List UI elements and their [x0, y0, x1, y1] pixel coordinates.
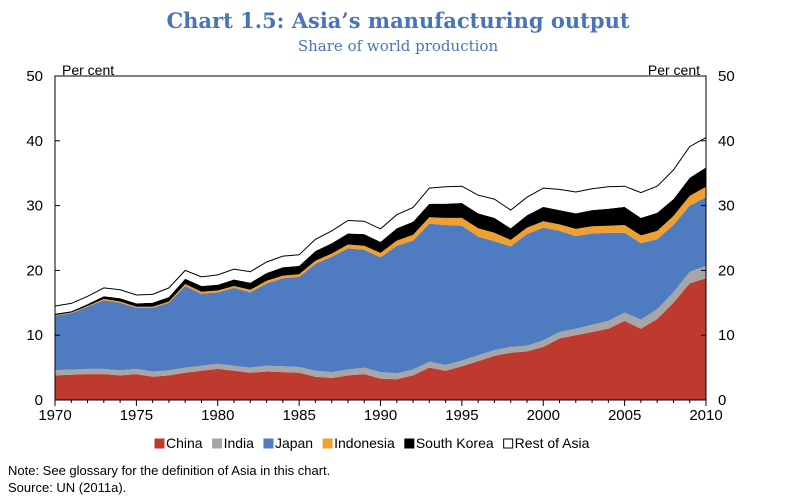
y-tick-label-left: 30: [26, 198, 43, 215]
area-china: [55, 278, 706, 400]
y-tick-label-right: 20: [718, 262, 735, 279]
legend: China India Japan Indonesia South Korea Rest …: [154, 435, 590, 451]
y-tick-label-left: 20: [26, 262, 43, 279]
y-tick-label-right: 30: [718, 198, 735, 215]
chart-note: Note: See glossary for the definition of…: [8, 463, 331, 478]
chart-title: Chart 1.5: Asia’s manufacturing output: [166, 8, 630, 33]
x-tick-label: 1970: [38, 407, 71, 424]
y-tick-label-left: 40: [26, 133, 43, 150]
x-tick-label: 1980: [201, 407, 234, 424]
legend-label-china: China: [166, 435, 203, 451]
y-tick-label-right: 0: [718, 392, 726, 409]
x-tick-label: 2000: [527, 407, 560, 424]
y-tick-label-right: 10: [718, 327, 735, 344]
y-tick-label-right: 50: [718, 68, 735, 85]
area-rest-of-asia: [55, 137, 706, 314]
legend-swatch-china: [154, 438, 165, 449]
legend-label-south-korea: South Korea: [416, 435, 494, 451]
legend-swatch-india: [212, 438, 223, 449]
legend-label-india: India: [224, 435, 255, 451]
x-tick-label: 1985: [282, 407, 315, 424]
x-tick-label: 1975: [120, 407, 153, 424]
legend-swatch-south-korea: [404, 438, 415, 449]
y-tick-label-left: 10: [26, 327, 43, 344]
chart-source: Source: UN (2011a).: [8, 480, 127, 495]
area-layers: [54, 137, 707, 400]
legend-swatch-japan: [263, 438, 274, 449]
y-axis-label-right: Per cent: [648, 62, 700, 78]
x-tick-label: 2010: [689, 407, 722, 424]
area-japan: [55, 197, 706, 374]
y-tick-label-left: 0: [35, 392, 43, 409]
legend-label-indonesia: Indonesia: [334, 435, 395, 451]
y-tick-label-right: 40: [718, 133, 735, 150]
area-south-korea: [55, 167, 706, 316]
chart-subtitle: Share of world production: [297, 37, 499, 55]
legend-label-japan: Japan: [275, 435, 313, 451]
legend-swatch-rest-of-asia: [503, 438, 514, 449]
legend-label-rest-of-asia: Rest of Asia: [515, 435, 590, 451]
area-outline-rest-of-asia: [54, 137, 707, 307]
y-axis-label-left: Per cent: [62, 62, 114, 78]
x-tick-label: 1995: [445, 407, 478, 424]
axes: 0 0 10 10 20 20 30 30 40 40 50 50 1970 1975 1980 1985 19…: [26, 68, 734, 424]
legend-swatch-indonesia: [322, 438, 333, 449]
y-tick-label-left: 50: [26, 68, 43, 85]
x-tick-label: 1990: [364, 407, 397, 424]
x-tick-label: 2005: [608, 407, 641, 424]
